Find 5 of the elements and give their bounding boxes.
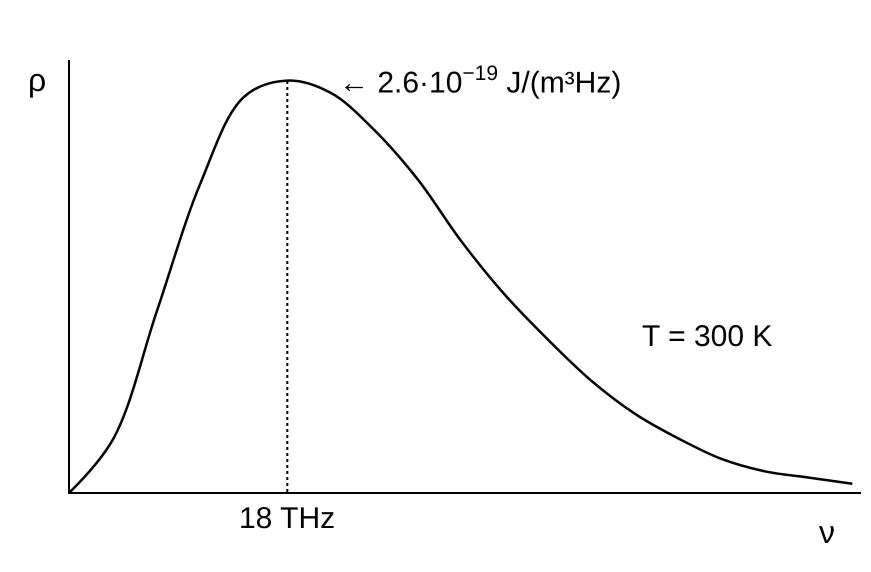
text: 18 THz xyxy=(239,502,336,535)
y-axis-title: ρ xyxy=(28,62,46,98)
annotation: T = 300 K xyxy=(642,320,772,353)
x-axis-title: ν xyxy=(819,514,835,550)
annotation: ← 2.6·10$^{−19}$ J/(m³Hz) xyxy=(339,62,622,100)
